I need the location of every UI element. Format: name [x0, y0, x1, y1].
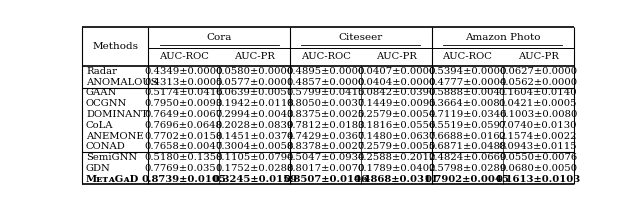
Text: 0.5799±0.0415: 0.5799±0.0415 [286, 88, 365, 98]
Text: 0.1449±0.0095: 0.1449±0.0095 [357, 99, 436, 108]
Text: 0.5519±0.0597: 0.5519±0.0597 [428, 121, 506, 130]
Text: 0.2588±0.2012: 0.2588±0.2012 [357, 153, 436, 162]
Text: 0.3245±0.0159: 0.3245±0.0159 [212, 175, 297, 184]
Text: 0.0627±0.0000: 0.0627±0.0000 [499, 67, 577, 76]
Text: 0.5047±0.0934: 0.5047±0.0934 [286, 153, 365, 162]
Text: 0.7649±0.0067: 0.7649±0.0067 [145, 110, 223, 119]
Text: 0.8375±0.0025: 0.8375±0.0025 [287, 110, 365, 119]
Text: 0.7696±0.0648: 0.7696±0.0648 [145, 121, 223, 130]
Text: 0.5888±0.0041: 0.5888±0.0041 [428, 88, 506, 98]
Text: Radar: Radar [86, 67, 117, 76]
Text: 0.1942±0.0118: 0.1942±0.0118 [215, 99, 294, 108]
Text: 0.0639±0.0051: 0.0639±0.0051 [216, 88, 294, 98]
Text: AUC-ROC: AUC-ROC [442, 52, 492, 61]
Text: 0.0562±0.0000: 0.0562±0.0000 [499, 78, 577, 87]
Text: 0.7702±0.0158: 0.7702±0.0158 [145, 131, 223, 140]
Text: ANEMONE: ANEMONE [86, 131, 143, 140]
Text: AUC-PR: AUC-PR [518, 52, 559, 61]
Text: 0.0404±0.0000: 0.0404±0.0000 [357, 78, 436, 87]
Text: 0.5394±0.0000: 0.5394±0.0000 [428, 67, 506, 76]
Text: 0.8050±0.0037: 0.8050±0.0037 [287, 99, 365, 108]
Text: 0.4777±0.0004: 0.4777±0.0004 [428, 78, 506, 87]
Text: MᴇᴛᴀGᴀD: MᴇᴛᴀGᴀD [86, 175, 140, 184]
Text: 0.2579±0.0055: 0.2579±0.0055 [357, 142, 436, 151]
Text: SemiGNN: SemiGNN [86, 153, 137, 162]
Text: AUC-ROC: AUC-ROC [301, 52, 351, 61]
Text: 0.2994±0.0043: 0.2994±0.0043 [216, 110, 294, 119]
Text: 0.4857±0.0000: 0.4857±0.0000 [286, 78, 365, 87]
Text: 0.7902±0.0045: 0.7902±0.0045 [425, 175, 509, 184]
Text: 0.1451±0.0374: 0.1451±0.0374 [215, 131, 294, 140]
Text: 0.1003±0.0080: 0.1003±0.0080 [499, 110, 577, 119]
Text: 0.7812±0.0183: 0.7812±0.0183 [286, 121, 365, 130]
Text: 0.1574±0.0022: 0.1574±0.0022 [499, 131, 577, 140]
Text: 0.0407±0.0000: 0.0407±0.0000 [357, 67, 436, 76]
Text: GDN: GDN [86, 164, 111, 173]
Text: Cora: Cora [207, 33, 232, 42]
Text: DOMINANT: DOMINANT [86, 110, 148, 119]
Text: OCGNN: OCGNN [86, 99, 127, 108]
Text: 0.4868±0.0311: 0.4868±0.0311 [354, 175, 439, 184]
Text: 0.2028±0.0839: 0.2028±0.0839 [216, 121, 294, 130]
Text: 0.1816±0.0556: 0.1816±0.0556 [357, 121, 436, 130]
Text: AUC-PR: AUC-PR [234, 52, 275, 61]
Text: 0.8017±0.0070: 0.8017±0.0070 [286, 164, 365, 173]
Text: 0.0580±0.0000: 0.0580±0.0000 [216, 67, 294, 76]
Text: 0.8739±0.0105: 0.8739±0.0105 [141, 175, 227, 184]
Text: CONAD: CONAD [86, 142, 125, 151]
Text: Methods: Methods [92, 42, 138, 51]
Text: ANOMALOUS: ANOMALOUS [86, 78, 157, 87]
Text: 0.1480±0.0637: 0.1480±0.0637 [357, 131, 436, 140]
Text: Amazon Photo: Amazon Photo [465, 33, 540, 42]
Text: 0.7950±0.0093: 0.7950±0.0093 [145, 99, 223, 108]
Text: 0.4824±0.0669: 0.4824±0.0669 [428, 153, 506, 162]
Text: 0.4895±0.0000: 0.4895±0.0000 [286, 67, 365, 76]
Text: 0.0577±0.0001: 0.0577±0.0001 [216, 78, 294, 87]
Text: 0.8378±0.0027: 0.8378±0.0027 [287, 142, 365, 151]
Text: 0.2579±0.0054: 0.2579±0.0054 [357, 110, 436, 119]
Text: 0.3004±0.0058: 0.3004±0.0058 [216, 142, 294, 151]
Text: 0.0550±0.0076: 0.0550±0.0076 [499, 153, 577, 162]
Text: 0.6688±0.0162: 0.6688±0.0162 [428, 131, 506, 140]
Text: 0.5174±0.0416: 0.5174±0.0416 [145, 88, 223, 98]
Text: 0.1613±0.0103: 0.1613±0.0103 [495, 175, 580, 184]
Text: 0.7769±0.0351: 0.7769±0.0351 [145, 164, 223, 173]
Text: 0.0943±0.0115: 0.0943±0.0115 [499, 142, 577, 151]
Text: Citeseer: Citeseer [339, 33, 383, 42]
Text: CoLA: CoLA [86, 121, 113, 130]
Text: 0.0680±0.0050: 0.0680±0.0050 [499, 164, 577, 173]
Text: 0.7119±0.0346: 0.7119±0.0346 [428, 110, 506, 119]
Text: 0.7658±0.0047: 0.7658±0.0047 [145, 142, 223, 151]
Text: GAAN: GAAN [86, 88, 117, 98]
Text: 0.0740±0.0130: 0.0740±0.0130 [499, 121, 577, 130]
Text: AUC-PR: AUC-PR [376, 52, 417, 61]
Text: 0.1752±0.0288: 0.1752±0.0288 [216, 164, 294, 173]
Text: 0.4313±0.0005: 0.4313±0.0005 [145, 78, 223, 87]
Text: 0.4349±0.0000: 0.4349±0.0000 [145, 67, 223, 76]
Text: 0.0421±0.0005: 0.0421±0.0005 [499, 99, 577, 108]
Text: 0.5180±0.1358: 0.5180±0.1358 [145, 153, 223, 162]
Text: 0.6871±0.0488: 0.6871±0.0488 [428, 142, 506, 151]
Text: 0.1105±0.0794: 0.1105±0.0794 [216, 153, 294, 162]
Text: 0.3664±0.0081: 0.3664±0.0081 [428, 99, 506, 108]
Text: 0.7429±0.0367: 0.7429±0.0367 [287, 131, 365, 140]
Text: 0.8507±0.0146: 0.8507±0.0146 [283, 175, 368, 184]
Text: 0.1604±0.0140: 0.1604±0.0140 [499, 88, 577, 98]
Text: AUC-ROC: AUC-ROC [159, 52, 209, 61]
Text: 0.5798±0.0289: 0.5798±0.0289 [428, 164, 506, 173]
Text: 0.1789±0.0402: 0.1789±0.0402 [357, 164, 436, 173]
Text: 0.0842±0.0390: 0.0842±0.0390 [357, 88, 436, 98]
